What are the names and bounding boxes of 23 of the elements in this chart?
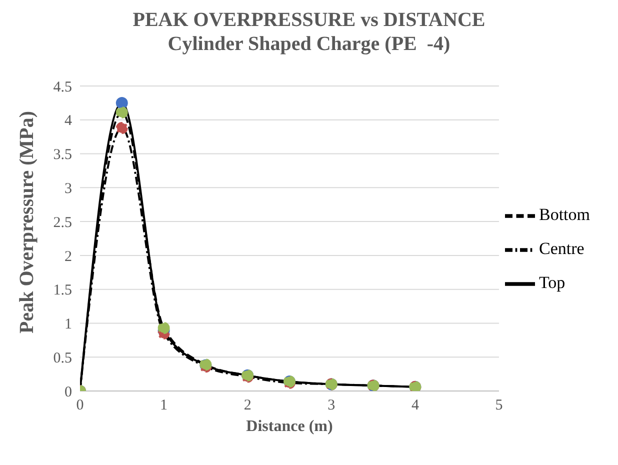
y-tick-label: 3.5 [53, 147, 72, 164]
y-tick-label: 3 [64, 180, 72, 197]
y-tick-label: 0.5 [53, 350, 72, 366]
x-tick-label: 5 [495, 398, 503, 414]
y-axis-title: Peak Overpressure (MPa) [16, 110, 38, 334]
y-tick-label: 0 [64, 384, 72, 400]
x-tick-label: 4 [411, 398, 420, 414]
chart-subtitle: Cylinder Shaped Charge (PE -4) [166, 32, 452, 56]
y-tick-label: 1.5 [53, 282, 72, 299]
chart-title: PEAK OVERPRESSURE vs DISTANCE [132, 8, 486, 32]
y-tick-label: 4.5 [53, 79, 72, 96]
x-tick-label: 1 [160, 398, 168, 414]
y-tick-label: 2.5 [53, 214, 72, 231]
legend-label: Centre [538, 238, 584, 258]
x-tick-label: 2 [244, 398, 252, 414]
x-tick-label: 3 [328, 398, 336, 414]
y-tick-label: 2 [64, 248, 72, 265]
x-axis-title: Distance (m) [246, 418, 333, 435]
y-tick-label: 4 [64, 113, 72, 130]
x-tick-label: 0 [76, 398, 84, 414]
y-tick-label: 1 [64, 316, 72, 333]
legend-label: Top [538, 272, 566, 292]
legend-label: Bottom [538, 204, 590, 224]
